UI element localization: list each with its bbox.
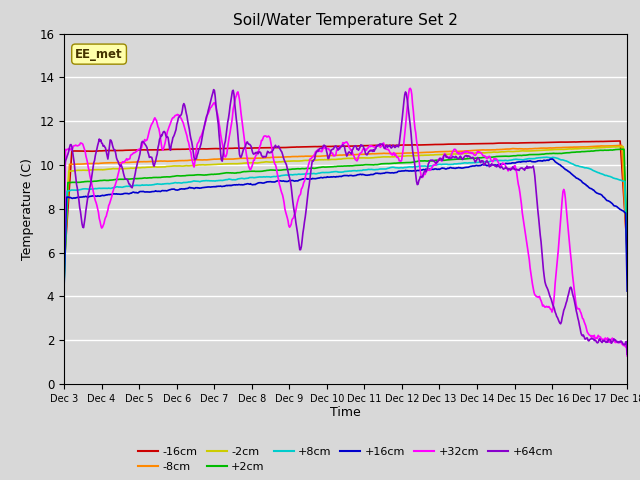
-16cm xyxy=(128,147,136,153)
-16cm xyxy=(215,146,223,152)
+32cm xyxy=(128,152,136,157)
Line: -2cm: -2cm xyxy=(64,146,627,277)
+2cm xyxy=(623,240,631,246)
Legend: -16cm, -8cm, -2cm, +2cm, +8cm, +16cm, +32cm, +64cm: -16cm, -8cm, -2cm, +2cm, +8cm, +16cm, +3… xyxy=(134,442,557,477)
+2cm xyxy=(619,146,627,152)
+8cm xyxy=(60,285,68,291)
+2cm xyxy=(70,180,78,185)
+16cm xyxy=(60,288,68,294)
+8cm xyxy=(543,154,550,160)
+64cm xyxy=(623,351,631,357)
Line: +64cm: +64cm xyxy=(64,90,627,354)
+8cm xyxy=(431,162,438,168)
-2cm xyxy=(431,152,438,157)
+32cm xyxy=(186,144,193,149)
-2cm xyxy=(414,153,422,158)
-16cm xyxy=(614,138,621,144)
-8cm xyxy=(60,264,68,270)
+64cm xyxy=(431,159,439,165)
Y-axis label: Temperature (C): Temperature (C) xyxy=(20,158,34,260)
+32cm xyxy=(415,156,422,161)
-16cm xyxy=(414,142,422,148)
+32cm xyxy=(70,143,78,149)
+64cm xyxy=(128,185,136,191)
-8cm xyxy=(414,150,422,156)
+2cm xyxy=(215,171,223,177)
+16cm xyxy=(215,183,223,189)
+16cm xyxy=(186,184,193,190)
-2cm xyxy=(215,161,223,167)
+32cm xyxy=(406,85,414,91)
+8cm xyxy=(128,183,136,189)
-2cm xyxy=(623,243,631,249)
Line: +2cm: +2cm xyxy=(64,149,627,284)
+2cm xyxy=(414,158,422,164)
-8cm xyxy=(623,254,631,260)
+16cm xyxy=(623,288,631,294)
+64cm xyxy=(186,126,193,132)
-8cm xyxy=(128,159,136,165)
-2cm xyxy=(186,163,193,169)
+32cm xyxy=(60,264,68,269)
-8cm xyxy=(431,149,438,155)
+16cm xyxy=(70,195,78,201)
-8cm xyxy=(70,161,78,167)
+2cm xyxy=(431,157,438,163)
Line: -8cm: -8cm xyxy=(64,145,627,267)
-8cm xyxy=(186,157,193,163)
-8cm xyxy=(215,156,223,162)
-2cm xyxy=(128,165,136,171)
-16cm xyxy=(431,142,438,147)
+2cm xyxy=(186,172,193,178)
-2cm xyxy=(70,168,78,174)
+8cm xyxy=(215,178,223,183)
+8cm xyxy=(414,164,422,169)
+16cm xyxy=(128,190,136,195)
+16cm xyxy=(414,168,422,173)
-2cm xyxy=(60,275,68,280)
Text: EE_met: EE_met xyxy=(76,48,123,60)
-8cm xyxy=(618,143,625,148)
Title: Soil/Water Temperature Set 2: Soil/Water Temperature Set 2 xyxy=(233,13,458,28)
+32cm xyxy=(215,121,223,127)
+8cm xyxy=(70,187,78,193)
+32cm xyxy=(431,161,439,167)
Line: +16cm: +16cm xyxy=(64,159,627,291)
+16cm xyxy=(548,156,556,162)
+64cm xyxy=(415,178,422,183)
-16cm xyxy=(60,264,68,270)
+16cm xyxy=(431,166,438,172)
+64cm xyxy=(60,236,68,242)
-2cm xyxy=(619,144,627,149)
+2cm xyxy=(128,176,136,182)
-16cm xyxy=(70,148,78,154)
-16cm xyxy=(186,146,193,152)
+32cm xyxy=(623,353,631,359)
Line: +8cm: +8cm xyxy=(64,157,627,288)
+2cm xyxy=(60,281,68,287)
+8cm xyxy=(186,179,193,185)
+64cm xyxy=(216,141,224,146)
Line: +32cm: +32cm xyxy=(64,88,627,356)
+8cm xyxy=(623,266,631,272)
-16cm xyxy=(623,248,631,253)
X-axis label: Time: Time xyxy=(330,407,361,420)
Line: -16cm: -16cm xyxy=(64,141,627,267)
+64cm xyxy=(70,160,78,166)
+64cm xyxy=(210,87,218,93)
